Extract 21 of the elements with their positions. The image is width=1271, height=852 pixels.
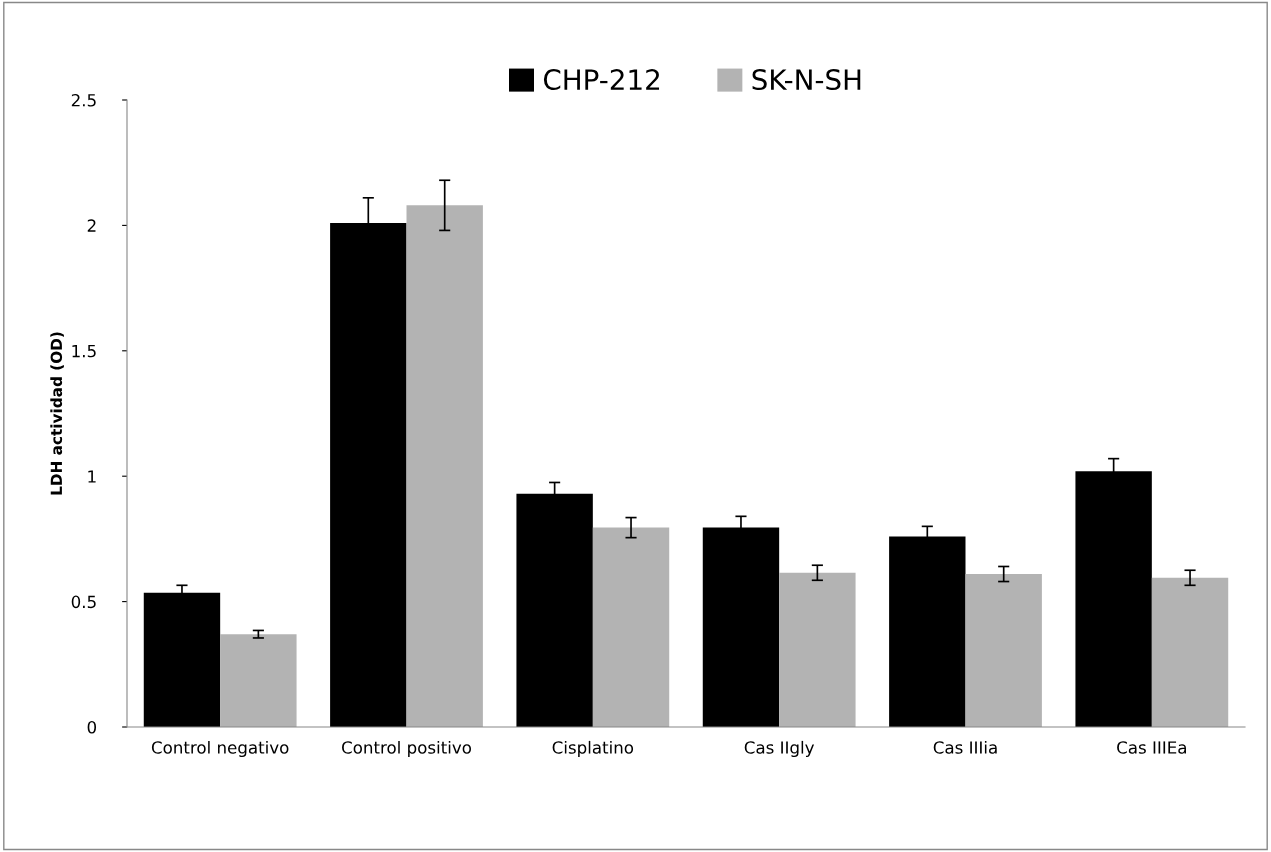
y-tick-label: 1.5	[72, 344, 96, 358]
y-tick-label: 2	[87, 219, 96, 232]
x-tick-label: Control positivo	[342, 740, 472, 758]
y-axis-title: LDH actividad (OD)	[50, 332, 64, 495]
bar	[220, 634, 297, 727]
x-tick-label: Cisplatino	[552, 740, 634, 758]
bar	[406, 205, 483, 727]
x-tick-label: Control negativo	[151, 740, 289, 758]
y-tick-label: 0.5	[71, 595, 96, 609]
bar	[592, 527, 670, 727]
x-tick-label: Cas IIgly	[744, 740, 815, 758]
x-tick-label: Cas IIIia	[933, 740, 997, 754]
y-tick-label: 2.5	[71, 93, 96, 107]
y-tick-label: 0	[87, 720, 97, 734]
bar	[965, 574, 1042, 727]
y-tick-label: 1	[88, 470, 96, 483]
bar	[1151, 577, 1229, 727]
x-tick-label: Cas IIIEa	[1117, 741, 1186, 754]
legend-label: SK-N-SH	[752, 69, 861, 91]
bar	[779, 572, 856, 727]
legend-label: CHP-212	[543, 69, 660, 91]
